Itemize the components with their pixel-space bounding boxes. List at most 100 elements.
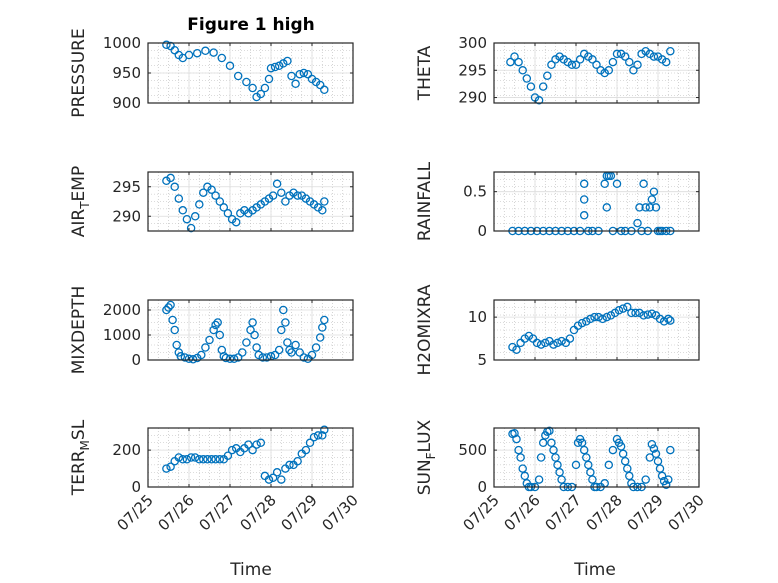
data-point	[653, 456, 663, 466]
y-tick-label: 0	[131, 478, 141, 496]
data-point	[647, 195, 657, 204]
data-point	[577, 438, 587, 448]
y-axis-label: AIRTEMP	[69, 166, 92, 237]
data-point	[643, 310, 653, 319]
data-point	[600, 179, 609, 189]
data-point	[320, 197, 329, 206]
y-tick-label: 290	[458, 89, 487, 107]
data-point	[661, 480, 671, 490]
data-point	[516, 453, 525, 462]
data-point	[223, 209, 233, 218]
data-point	[612, 179, 622, 189]
y-tick-label: 500	[458, 441, 487, 459]
data-point	[211, 320, 220, 330]
data-point	[625, 57, 634, 67]
data-point	[299, 68, 309, 78]
data-point	[295, 69, 304, 79]
data-point	[209, 48, 218, 57]
data-point	[299, 353, 309, 362]
data-point	[651, 449, 661, 459]
data-point	[592, 60, 601, 70]
data-point	[256, 438, 266, 448]
data-point	[215, 197, 225, 206]
data-point	[250, 330, 259, 340]
data-point	[579, 179, 589, 189]
data-point	[579, 445, 589, 455]
subplot-4: 0 0.5 RAINFALL	[415, 161, 700, 241]
data-point	[205, 335, 214, 345]
subplot-5: 0 1000 2000 MIXDEPTH	[69, 286, 354, 374]
data-point	[233, 353, 243, 362]
data-point	[283, 338, 292, 347]
x-tick-label: 07/30	[665, 491, 708, 534]
data-point	[579, 195, 589, 204]
data-point	[614, 306, 624, 315]
data-point	[645, 453, 655, 462]
axes-box	[493, 42, 700, 104]
y-tick-label: 1000	[103, 326, 141, 344]
data-point	[666, 46, 675, 56]
data-point	[641, 203, 650, 212]
axes-box	[493, 171, 700, 232]
data-point	[166, 173, 175, 183]
x-tick-label: 07/27	[196, 491, 239, 534]
data-point	[623, 464, 632, 473]
data-point	[178, 455, 188, 464]
data-point	[287, 71, 296, 81]
data-point	[567, 60, 577, 70]
data-point	[268, 191, 278, 200]
subplot-1: 900 950 1000 PRESSURE	[69, 28, 354, 118]
data-point	[238, 348, 247, 357]
data-point	[536, 340, 546, 349]
data-point	[182, 214, 192, 224]
data-point	[248, 318, 257, 327]
x-tick-label: 07/25	[114, 491, 157, 534]
data-point	[170, 45, 179, 55]
data-point	[207, 455, 216, 464]
data-point	[633, 218, 642, 228]
data-point	[277, 475, 286, 484]
x-tick-label: 07/29	[278, 491, 321, 534]
y-tick-label: 2000	[103, 301, 141, 319]
subplot-2: 290 295 300 THETA	[415, 34, 700, 107]
y-tick-label: 0	[477, 222, 487, 240]
data-point	[164, 303, 173, 312]
data-point	[534, 475, 544, 484]
y-tick-label: 0.5	[463, 183, 487, 201]
data-point	[565, 334, 575, 343]
y-axis-label: H2OMIXRA	[415, 284, 435, 375]
data-point	[629, 66, 638, 75]
data-point	[242, 338, 251, 347]
data-point	[166, 300, 175, 310]
data-point	[516, 338, 525, 348]
data-point	[647, 439, 657, 449]
data-point	[285, 460, 294, 470]
data-point	[557, 336, 566, 346]
data-point	[635, 203, 644, 212]
data-point	[315, 333, 325, 342]
data-point	[588, 55, 597, 64]
data-point	[295, 348, 304, 357]
data-point	[666, 316, 675, 325]
y-tick-label: 950	[112, 64, 141, 82]
data-point	[536, 453, 546, 462]
data-point	[526, 82, 536, 91]
data-point	[647, 309, 657, 318]
data-point	[518, 464, 527, 473]
data-point	[522, 74, 532, 83]
data-point	[199, 188, 208, 197]
data-point	[231, 217, 241, 227]
data-point	[318, 323, 327, 332]
x-tick-label: 07/30	[319, 491, 362, 534]
data-point	[320, 425, 329, 435]
y-axis-label: TERRMSL	[69, 419, 92, 496]
y-tick-label: 1000	[103, 34, 141, 52]
data-point	[588, 475, 597, 484]
data-point	[303, 69, 313, 79]
data-point	[225, 354, 235, 364]
data-point	[514, 445, 523, 455]
data-point	[571, 60, 581, 70]
